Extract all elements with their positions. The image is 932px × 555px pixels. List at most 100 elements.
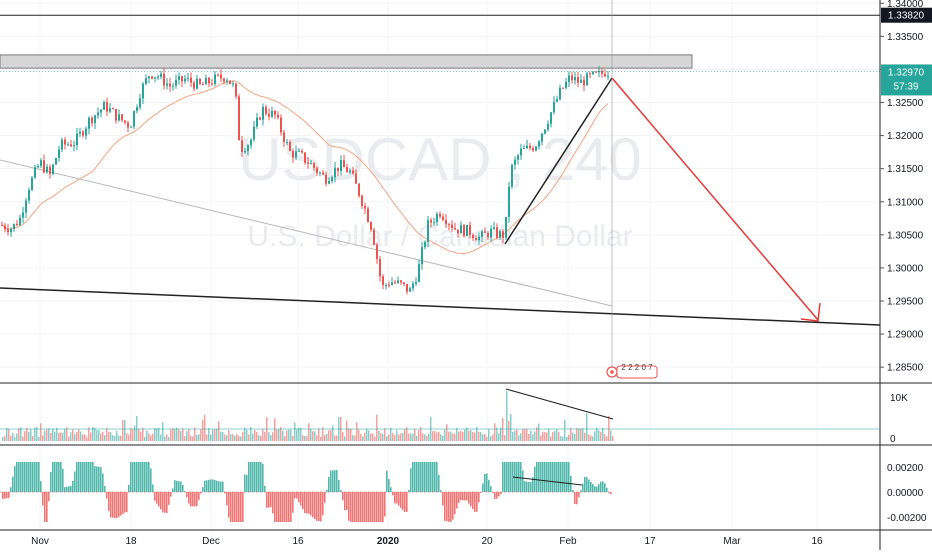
oscillator-bar <box>66 486 68 492</box>
candle-body <box>100 109 102 113</box>
volume-bar <box>488 429 490 441</box>
candle-body <box>502 231 504 238</box>
candle-body <box>139 98 141 108</box>
volume-bar <box>272 432 274 441</box>
oscillator-bar <box>208 479 210 492</box>
oscillator-bar <box>82 462 84 492</box>
volume-bar <box>540 435 542 441</box>
last-price-badge <box>881 64 932 96</box>
time-tick-label: Mar <box>723 536 741 547</box>
oscillator-bar <box>326 489 328 492</box>
oscillator-bar <box>228 492 230 518</box>
resistance-zone[interactable] <box>0 54 693 69</box>
candle-body <box>367 208 369 223</box>
candle-body <box>67 144 69 146</box>
oscillator-bar <box>578 492 580 498</box>
volume-bar <box>396 430 398 441</box>
volume-bar <box>256 431 258 441</box>
volume-bar <box>294 422 296 441</box>
volume-bar <box>444 429 446 441</box>
time-axis[interactable]: Nov 18 Dec 16 2020 20 Feb 17 Mar 16 <box>31 536 823 547</box>
volume-bar <box>230 434 232 441</box>
time-tick-label: Nov <box>31 536 49 547</box>
oscillator-bar <box>146 462 148 492</box>
candle-body <box>325 174 327 184</box>
volume-bar <box>466 427 468 441</box>
oscillator-bar <box>442 492 444 506</box>
candle-body <box>130 126 132 128</box>
oscillator-bar <box>582 483 584 492</box>
oscillator-bar <box>174 480 176 492</box>
oscillator-bar <box>424 462 426 492</box>
oscillator-divergence-line[interactable] <box>512 476 583 486</box>
candle-body <box>133 110 135 127</box>
candle-body <box>40 160 42 166</box>
volume-bars <box>2 391 614 441</box>
oscillator-bar <box>218 481 220 492</box>
oscillator-axis: 0.00200 0.00000 -0.00200 <box>887 463 927 524</box>
volume-bar <box>390 427 392 441</box>
volume-bar <box>552 432 554 441</box>
oscillator-bar <box>606 487 608 492</box>
candle-body <box>415 281 417 284</box>
oscillator-bar <box>102 473 104 492</box>
volume-bar <box>292 435 294 441</box>
oscillator-bar <box>156 492 158 504</box>
volume-bar <box>372 433 374 441</box>
oscillator-bar <box>546 462 548 492</box>
oscillator-bar <box>478 492 480 503</box>
oscillator-bar <box>360 492 362 522</box>
volume-bar <box>74 434 76 441</box>
volume-bar <box>370 433 372 441</box>
support-trendline-black[interactable] <box>0 287 881 326</box>
volume-bar <box>404 428 406 441</box>
volume-bar <box>244 427 246 441</box>
volume-bar <box>348 428 350 441</box>
volume-bar <box>320 436 322 441</box>
oscillator-bar <box>2 492 4 500</box>
volume-bar <box>588 434 590 441</box>
oscillator-bar <box>416 462 418 492</box>
candle-body <box>373 229 375 245</box>
descending-trendline-grey[interactable] <box>0 159 613 307</box>
volume-divergence-line[interactable] <box>505 388 614 420</box>
volume-bar <box>482 434 484 441</box>
volume-bar <box>278 429 280 441</box>
volume-bar <box>274 418 276 441</box>
candle-body <box>391 282 393 285</box>
oscillator-bar <box>308 492 310 514</box>
oscillator-bar <box>602 481 604 492</box>
projection-arrow[interactable] <box>611 77 819 321</box>
oscillator-bar <box>370 492 372 522</box>
oscillator-bar <box>94 466 96 492</box>
oscillator-bar <box>106 492 108 499</box>
oscillator-bar <box>12 476 14 492</box>
candle-body <box>481 231 483 237</box>
candle-body <box>184 78 186 82</box>
oscillator-bar <box>74 471 76 492</box>
watermark-description: U.S. Dollar / Canadian Dollar <box>247 220 632 253</box>
time-tick-label: 2020 <box>377 536 400 547</box>
time-tick-label: 16 <box>292 536 304 547</box>
candle-body <box>10 228 12 233</box>
candle-body <box>319 172 321 174</box>
volume-bar <box>580 428 582 441</box>
volume-bar <box>594 431 596 441</box>
volume-bar <box>358 429 360 441</box>
volume-bar <box>564 419 566 441</box>
oscillator-bar <box>320 492 322 522</box>
volume-bar <box>382 433 384 441</box>
candle-body <box>73 145 75 147</box>
volume-bar <box>558 432 560 441</box>
volume-bar <box>148 433 150 441</box>
event-marker[interactable]: 2 2 2 0 7 <box>606 363 658 379</box>
oscillator-bar <box>332 470 334 492</box>
rising-trendline[interactable] <box>504 77 613 245</box>
volume-bar <box>360 433 362 441</box>
candle-body <box>352 170 354 174</box>
volume-bar <box>322 427 324 441</box>
candle-body <box>193 82 195 89</box>
oscillator-bar <box>466 492 468 501</box>
